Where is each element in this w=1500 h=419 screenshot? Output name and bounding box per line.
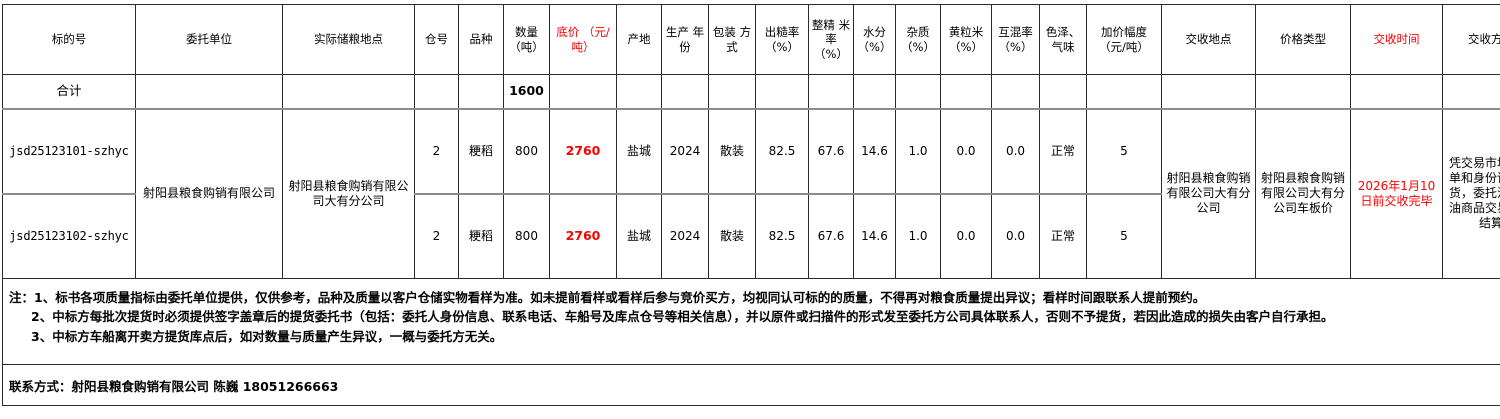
- note-line-1: 注：1、标书各项质量指标由委托单位提供，仅供参考，品种及质量以客户仓储实物看样为…: [9, 288, 1494, 307]
- total-entrusting-unit: [136, 75, 283, 109]
- cell-brown-rice-rate: 82.5: [756, 109, 809, 194]
- total-color-odor: [1040, 75, 1087, 109]
- notes-block: 注：1、标书各项质量指标由委托单位提供，仅供参考，品种及质量以客户仓储实物看样为…: [2, 279, 1500, 365]
- total-base-price: [550, 75, 617, 109]
- cell-origin: 盐城: [617, 194, 662, 279]
- col-header-variety: 品种: [459, 5, 504, 75]
- total-delivery-method: [1443, 75, 1500, 109]
- cell-storage-location: 射阳县粮食购销有限公司大有分公司: [283, 109, 415, 279]
- cell-mixing-rate: 0.0: [992, 109, 1040, 194]
- total-delivery-time: [1351, 75, 1443, 109]
- col-header-lot-no: 标的号: [3, 5, 136, 75]
- cell-warehouse-no: 2: [415, 109, 459, 194]
- cell-delivery-method: 凭交易市场出库单和身份证明提货，委托江苏粮油商品交易市场结算: [1443, 109, 1500, 279]
- cell-head-rice-rate: 67.6: [809, 194, 854, 279]
- cell-production-year: 2024: [662, 109, 709, 194]
- cell-production-year: 2024: [662, 194, 709, 279]
- total-impurity: [896, 75, 941, 109]
- total-price-type: [1256, 75, 1351, 109]
- header-row: 标的号 委托单位 实际储粮地点 仓号 品种 数量 （吨） 底价 （元/吨） 产地…: [3, 5, 1500, 75]
- col-header-brown-rice-rate: 出糙率 （%）: [756, 5, 809, 75]
- total-mixing-rate: [992, 75, 1040, 109]
- cell-variety: 粳稻: [459, 194, 504, 279]
- cell-warehouse-no: 2: [415, 194, 459, 279]
- contact-block: 联系方式：射阳县粮食购销有限公司 陈巍 18051266663: [2, 365, 1500, 406]
- cell-color-odor: 正常: [1040, 109, 1087, 194]
- col-header-moisture: 水分 （%）: [854, 5, 896, 75]
- table-body: 合计 1600: [3, 75, 1500, 279]
- col-header-price-increment: 加价幅度 （元/吨）: [1087, 5, 1162, 75]
- col-header-storage-location: 实际储粮地点: [283, 5, 415, 75]
- cell-delivery-location: 射阳县粮食购销有限公司大有分公司: [1162, 109, 1256, 279]
- cell-variety: 粳稻: [459, 109, 504, 194]
- col-header-price-type: 价格类型: [1256, 5, 1351, 75]
- contact-line: 联系方式：射阳县粮食购销有限公司 陈巍 18051266663: [9, 379, 338, 394]
- col-header-mixing-rate: 互混率 （%）: [992, 5, 1040, 75]
- total-delivery-location: [1162, 75, 1256, 109]
- cell-brown-rice-rate: 82.5: [756, 194, 809, 279]
- cell-quantity: 800: [504, 194, 550, 279]
- col-header-base-price: 底价 （元/吨）: [550, 5, 617, 75]
- col-header-impurity: 杂质 （%）: [896, 5, 941, 75]
- cell-mixing-rate: 0.0: [992, 194, 1040, 279]
- cell-moisture: 14.6: [854, 194, 896, 279]
- cell-lot-no: jsd25123102-szhyc: [3, 194, 136, 279]
- col-header-delivery-time: 交收时间: [1351, 5, 1443, 75]
- total-origin: [617, 75, 662, 109]
- col-header-warehouse-no: 仓号: [415, 5, 459, 75]
- col-header-delivery-method: 交收方式: [1443, 5, 1500, 75]
- cell-price-increment: 5: [1087, 194, 1162, 279]
- col-header-yellow-rice: 黄粒米 （%）: [941, 5, 992, 75]
- cell-base-price: 2760: [550, 194, 617, 279]
- col-header-production-year: 生产 年份: [662, 5, 709, 75]
- total-variety: [459, 75, 504, 109]
- cell-moisture: 14.6: [854, 109, 896, 194]
- col-header-delivery-location: 交收地点: [1162, 5, 1256, 75]
- total-warehouse-no: [415, 75, 459, 109]
- total-quantity: 1600: [504, 75, 550, 109]
- col-header-head-rice-rate: 整精 米率 （%）: [809, 5, 854, 75]
- total-storage-location: [283, 75, 415, 109]
- note-line-2: 2、中标方每批次提货时必须提供签字盖章后的提货委托书（包括：委托人身份信息、联系…: [9, 307, 1494, 326]
- col-header-origin: 产地: [617, 5, 662, 75]
- cell-color-odor: 正常: [1040, 194, 1087, 279]
- total-production-year: [662, 75, 709, 109]
- cell-lot-no: jsd25123101-szhyc: [3, 109, 136, 194]
- total-label: 合计: [3, 75, 136, 109]
- cell-packaging: 散装: [709, 109, 756, 194]
- col-header-packaging: 包装 方式: [709, 5, 756, 75]
- col-header-color-odor: 色泽、 气味: [1040, 5, 1087, 75]
- bidding-lot-sheet: 标的号 委托单位 实际储粮地点 仓号 品种 数量 （吨） 底价 （元/吨） 产地…: [0, 4, 1500, 419]
- cell-packaging: 散装: [709, 194, 756, 279]
- cell-price-type: 射阳县粮食购销有限公司大有分公司车板价: [1256, 109, 1351, 279]
- cell-yellow-rice: 0.0: [941, 109, 992, 194]
- total-price-increment: [1087, 75, 1162, 109]
- cell-quantity: 800: [504, 109, 550, 194]
- cell-impurity: 1.0: [896, 194, 941, 279]
- note-line-3: 3、中标方车船离开卖方提货库点后，如对数量与质量产生异议，一概与委托方无关。: [9, 327, 1494, 346]
- cell-head-rice-rate: 67.6: [809, 109, 854, 194]
- total-brown-rice-rate: [756, 75, 809, 109]
- table-header: 标的号 委托单位 实际储粮地点 仓号 品种 数量 （吨） 底价 （元/吨） 产地…: [3, 5, 1500, 75]
- lot-detail-table: 标的号 委托单位 实际储粮地点 仓号 品种 数量 （吨） 底价 （元/吨） 产地…: [2, 4, 1500, 279]
- cell-origin: 盐城: [617, 109, 662, 194]
- total-moisture: [854, 75, 896, 109]
- total-yellow-rice: [941, 75, 992, 109]
- total-head-rice-rate: [809, 75, 854, 109]
- cell-base-price: 2760: [550, 109, 617, 194]
- table-row: jsd25123101-szhyc 射阳县粮食购销有限公司 射阳县粮食购销有限公…: [3, 109, 1500, 194]
- cell-price-increment: 5: [1087, 109, 1162, 194]
- cell-entrusting-unit: 射阳县粮食购销有限公司: [136, 109, 283, 279]
- col-header-quantity: 数量 （吨）: [504, 5, 550, 75]
- total-packaging: [709, 75, 756, 109]
- cell-delivery-time: 2026年1月10日前交收完毕: [1351, 109, 1443, 279]
- cell-yellow-rice: 0.0: [941, 194, 992, 279]
- cell-impurity: 1.0: [896, 109, 941, 194]
- total-row: 合计 1600: [3, 75, 1500, 109]
- col-header-entrusting-unit: 委托单位: [136, 5, 283, 75]
